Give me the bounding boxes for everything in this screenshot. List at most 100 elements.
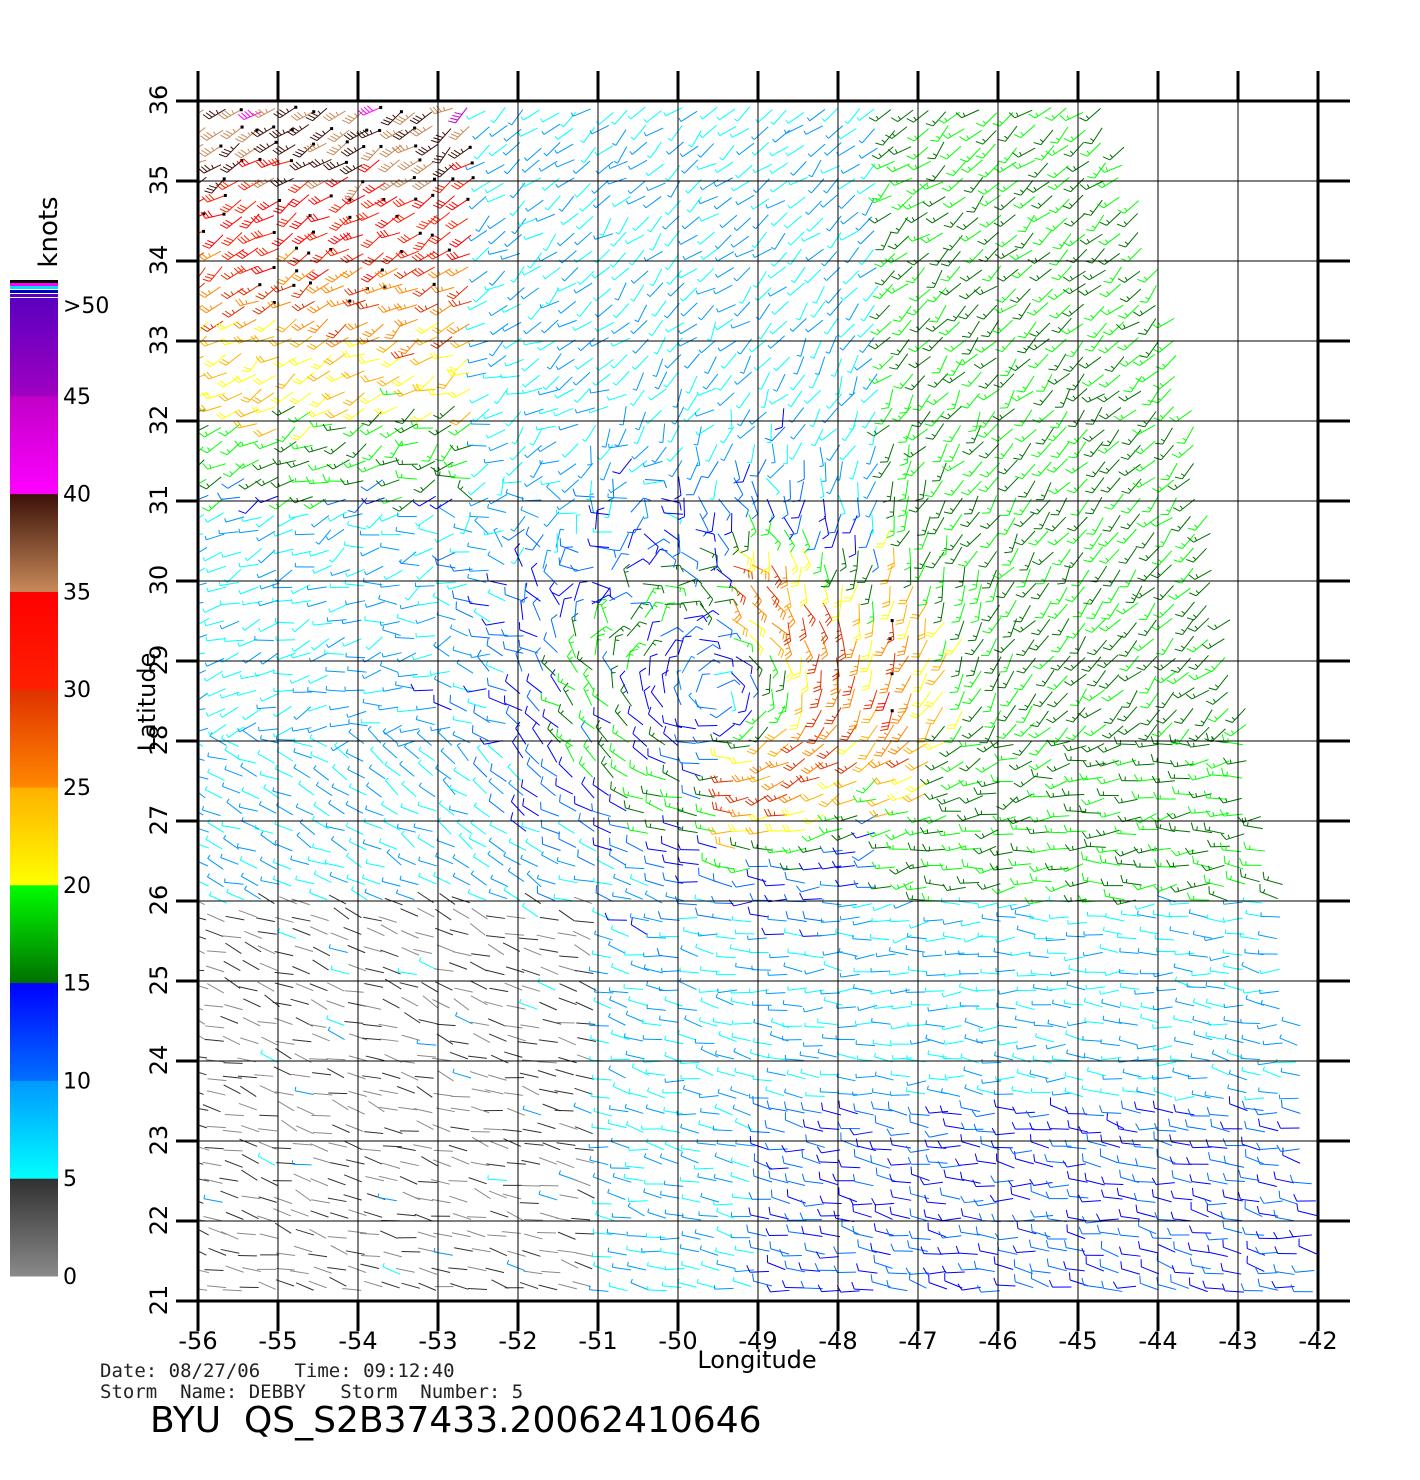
wind-barb [329, 604, 348, 612]
wind-barb [453, 909, 469, 919]
wind-barb [1067, 1049, 1085, 1057]
wind-barb [1255, 1267, 1277, 1274]
wind-barb [1013, 513, 1034, 526]
wind-barb [240, 856, 257, 868]
wind-barb [749, 620, 765, 638]
wind-barb [905, 762, 928, 771]
wind-barb [1033, 1055, 1052, 1063]
wind-barb [929, 305, 946, 322]
wind-barb [1084, 306, 1104, 320]
wind-barb [711, 775, 734, 782]
wind-barb [681, 303, 697, 316]
wind-barb [1097, 811, 1120, 817]
wind-barb [845, 109, 860, 124]
wind-barb [994, 1090, 1013, 1094]
wind-barb [278, 928, 296, 938]
wind-barb [346, 1160, 364, 1164]
wind-barb [297, 832, 311, 847]
wind-barb [508, 1035, 526, 1041]
wind-barb [503, 142, 520, 155]
wind-barb [630, 390, 644, 405]
wind-barb [780, 566, 787, 588]
wind-barb [1079, 1126, 1101, 1133]
wind-barb [524, 148, 541, 161]
wind-barb [186, 1088, 204, 1094]
wind-barb [1138, 318, 1156, 334]
wind-barb [831, 600, 841, 621]
wind-barb [626, 1121, 643, 1133]
wind-barb [560, 1195, 579, 1198]
wind-barb [660, 932, 679, 936]
wind-barb [361, 375, 384, 382]
wind-barb [328, 1198, 347, 1201]
wind-barb [910, 318, 930, 332]
wind-barb [629, 250, 644, 265]
wind-barb [842, 515, 857, 533]
wind-barb [453, 716, 472, 723]
wind-barb [398, 853, 415, 864]
wind-barb [237, 690, 256, 695]
wind-barb [1069, 1272, 1088, 1286]
wind-barb [717, 375, 731, 390]
wind-barb [924, 623, 944, 637]
wind-barb [980, 463, 1000, 477]
wind-barb [854, 1149, 872, 1163]
wind-barb [1254, 1108, 1277, 1115]
wind-barb [326, 823, 345, 831]
wind-barb [790, 552, 798, 575]
wind-barb [238, 1076, 257, 1078]
wind-barb [926, 213, 948, 223]
wind-barb [401, 1283, 419, 1288]
wind-barb [558, 301, 575, 313]
wind-barb [765, 729, 787, 741]
wind-barb [955, 1159, 978, 1166]
wind-barb [680, 1244, 699, 1252]
wind-barb [1065, 1087, 1083, 1096]
wind-barb [707, 322, 716, 340]
wind-barb [939, 283, 961, 295]
wind-barb [1103, 515, 1121, 531]
wind-barb [959, 951, 978, 955]
wind-barb [1033, 390, 1052, 405]
wind-barb [911, 1001, 930, 1005]
wind-barb [1224, 1004, 1243, 1008]
wind-barb [477, 745, 489, 762]
wind-barb [304, 499, 326, 509]
wind-barb [1154, 1131, 1172, 1145]
wind-barb [974, 358, 996, 369]
wind-barb [1049, 1280, 1071, 1287]
wind-barb [507, 1251, 525, 1256]
wind-barb [1188, 774, 1211, 780]
wind-barb [738, 426, 755, 438]
wind-barb [678, 636, 691, 655]
wind-barb [839, 495, 845, 514]
wind-barb [274, 669, 293, 674]
wind-barb [264, 995, 279, 1007]
wind-barb [958, 551, 977, 566]
wind-barb [733, 600, 741, 623]
colorbar-band-10-15 [10, 983, 58, 1081]
wind-barb [983, 693, 996, 712]
wind-barb [385, 778, 397, 795]
wind-barb [558, 1284, 576, 1289]
wind-barb [472, 248, 488, 261]
wind-barb [684, 354, 699, 369]
wind-barb [718, 989, 737, 993]
wind-barb [576, 216, 593, 229]
wind-barb [1132, 1174, 1154, 1182]
wind-barb [207, 984, 224, 993]
wind-barb [509, 780, 524, 795]
wind-barb [977, 1039, 996, 1043]
wind-barb [718, 1089, 736, 1098]
wind-barb [382, 1163, 400, 1168]
wind-barb [731, 997, 750, 1005]
wind-barb [1172, 445, 1193, 457]
wind-barb [254, 1075, 273, 1077]
wind-barb [1050, 442, 1069, 457]
wind-barb [941, 266, 960, 281]
wind-barb [1064, 674, 1086, 685]
wind-barb [541, 802, 559, 816]
wind-barb [645, 1180, 664, 1184]
wind-barb [1013, 443, 1030, 459]
colorbar-tick-label: 20 [63, 874, 91, 899]
